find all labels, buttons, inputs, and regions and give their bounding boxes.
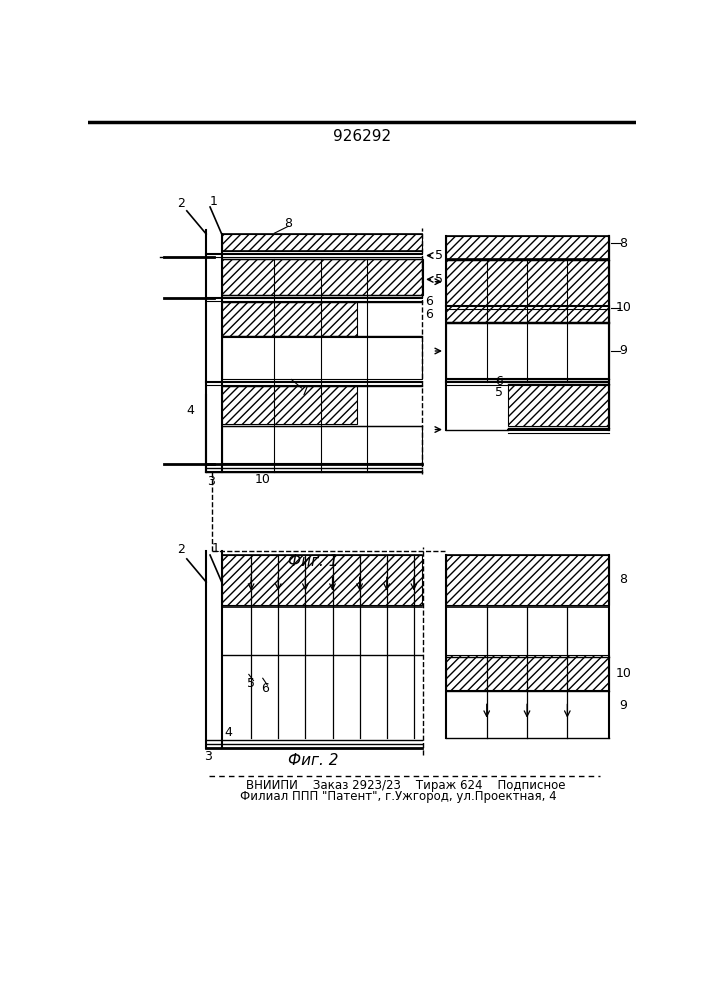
Text: 8: 8 [619,237,627,250]
Text: 6: 6 [426,308,433,321]
Text: 1: 1 [210,195,218,208]
Text: 10: 10 [615,667,631,680]
Text: 5: 5 [495,386,503,399]
Text: 4: 4 [187,404,194,417]
Bar [222,259,357,295]
Bar [446,655,609,690]
Text: 9: 9 [619,344,627,358]
Bar [222,302,357,336]
Text: 10: 10 [255,473,271,486]
Bar [222,386,357,424]
Text: Фиг. 1: Фиг. 1 [288,554,339,569]
Bar [446,323,609,378]
Bar [222,259,421,295]
Text: Филиал ППП "Патент", г.Ужгород, ул.Проектная, 4: Филиал ППП "Патент", г.Ужгород, ул.Проек… [240,790,556,803]
Text: 6: 6 [426,295,433,308]
Bar [357,259,423,295]
Text: 8: 8 [619,573,627,586]
Text: 6: 6 [261,682,269,695]
Text: 9: 9 [619,699,627,712]
Bar [222,426,421,463]
Text: 5: 5 [435,273,443,286]
Text: 7: 7 [301,385,310,398]
Text: 10: 10 [615,301,631,314]
Text: 3: 3 [204,750,211,763]
Text: 5: 5 [435,249,443,262]
Bar [222,555,421,605]
Text: 2: 2 [177,197,185,210]
Text: 2: 2 [177,543,185,556]
Text: 4: 4 [224,726,232,739]
Bar [446,555,609,605]
Text: 5: 5 [247,677,255,690]
Bar [446,260,609,322]
Text: 1: 1 [211,542,219,555]
Text: 8: 8 [284,217,292,230]
Text: 6: 6 [495,375,503,388]
Text: ВНИИПИ    Заказ 2923/23    Тираж 624    Подписное: ВНИИПИ Заказ 2923/23 Тираж 624 Подписное [246,779,566,792]
Bar [222,337,421,379]
Text: 3: 3 [207,475,215,488]
Bar [222,234,421,251]
Bar [508,384,609,426]
Text: Фиг. 2: Фиг. 2 [288,753,339,768]
Bar [446,235,609,259]
Text: 926292: 926292 [333,129,391,144]
